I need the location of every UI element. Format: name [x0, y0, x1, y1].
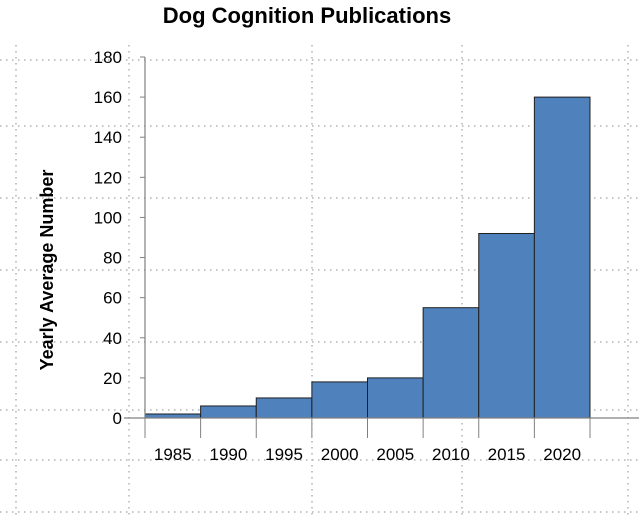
- y-tick-label: 60: [103, 289, 122, 308]
- bar-1995: [255, 397, 313, 419]
- x-tick-label: 2015: [488, 445, 526, 464]
- y-tick-label: 0: [113, 409, 122, 428]
- bar-2010: [422, 307, 480, 419]
- y-axis-label: Yearly Average Number: [37, 170, 57, 371]
- bar-2005: [367, 377, 424, 419]
- y-tick-label: 160: [94, 88, 122, 107]
- chart-title: Dog Cognition Publications: [163, 3, 451, 28]
- y-tick-label: 100: [94, 208, 122, 227]
- x-tick-label: 2010: [432, 445, 470, 464]
- tick-labels: 0 20 40 60 80 100 120 140 160 180 1985 1990 1995 2000…: [94, 48, 581, 464]
- y-tick-label: 20: [103, 369, 122, 388]
- bar-2000: [311, 381, 368, 419]
- x-tick-label: 1995: [265, 445, 303, 464]
- bar-1990: [200, 405, 257, 419]
- y-tick-label: 140: [94, 128, 122, 147]
- x-tick-label: 2005: [376, 445, 414, 464]
- bar-2020: [533, 96, 591, 419]
- y-tick-label: 80: [103, 249, 122, 268]
- axes: [124, 56, 639, 438]
- y-tick-label: 120: [94, 168, 122, 187]
- bar-2015: [478, 232, 535, 419]
- y-tick-label: 180: [94, 48, 122, 67]
- x-tick-label: 2000: [321, 445, 359, 464]
- x-tick-label: 1990: [210, 445, 248, 464]
- bars: [144, 96, 591, 419]
- x-tick-label: 2020: [543, 445, 581, 464]
- x-tick-label: 1985: [154, 445, 192, 464]
- bar-1985: [144, 413, 202, 419]
- y-tick-label: 40: [103, 329, 122, 348]
